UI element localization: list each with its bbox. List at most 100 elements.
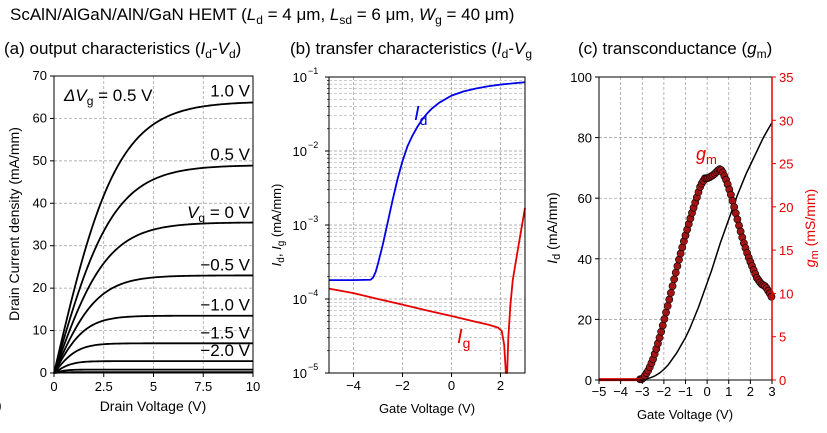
- panel-b: −4 −2 0 2 10−510−410−310−210−1 Gate Voltage…: [269, 66, 526, 416]
- panel-a: 0 2.5 5 7.5 10 0 10 20 30 40 50 60 70 Drain Voltage…: [6, 68, 260, 414]
- output-curve: [53, 342, 253, 374]
- curve-label: 0.5 V: [210, 145, 250, 164]
- gm-marker: [667, 288, 675, 297]
- tick-label-y-right: 15: [779, 243, 793, 258]
- tick-label-y: 10: [33, 323, 47, 338]
- panel-a-curve-labels: 1.0 V 0.5 V −0.5 V −1.0 V −1.5 V−2.0 V: [200, 81, 250, 360]
- tick-label-y-right: 5: [779, 330, 786, 345]
- panel-b-ylabel: Id, Ig (mA/mm): [269, 184, 287, 267]
- panel-a-ylabel: Drain Current density (mA/mm): [6, 127, 22, 321]
- panel-b-title: (b) transfer characteristics (Id-Vg: [290, 39, 532, 61]
- tick-label-x: −2: [395, 378, 410, 393]
- panel-a-title: (a) output characteristics (Id-Vd): [4, 39, 241, 61]
- panel-c-right-ylabel: gm (mS/mm): [802, 189, 821, 267]
- output-curve: [53, 360, 253, 374]
- tick-label-y: 10: [293, 292, 307, 307]
- curve-label: −2.0 V: [200, 341, 250, 360]
- panel-b-yticks: 10−510−410−310−210−1: [293, 66, 329, 381]
- output-curve: [53, 371, 253, 374]
- gm-marker: [658, 321, 667, 330]
- gm-marker: [668, 282, 677, 290]
- panel-c-left-ylabel: Id (mA/mm): [544, 192, 563, 263]
- tick-label-y-left: 40: [578, 252, 592, 267]
- gm-marker: [663, 302, 672, 310]
- tick-label-x: −1: [678, 384, 693, 399]
- panel-c-xticks: −5 −4 −3 −2 −1 0 1 2 3: [592, 380, 776, 399]
- tick-label-x: 2.5: [95, 379, 113, 394]
- tick-label-x: 2: [747, 384, 754, 399]
- tick-label-x: 3: [768, 384, 775, 399]
- tick-label-x: 7.5: [194, 379, 212, 394]
- output-curve: [53, 368, 253, 374]
- tick-label-x: 1: [725, 384, 732, 399]
- output-curve: [53, 221, 254, 374]
- panel-c-xlabel: Gate Voltage (V): [637, 407, 733, 422]
- tick-label-x: −2: [656, 384, 671, 399]
- id-curve: [599, 122, 773, 381]
- tick-label-y-exponent: −2: [308, 140, 318, 150]
- panel-b-ig-label: Ig: [457, 326, 470, 351]
- tick-label-x: 5: [150, 379, 157, 394]
- gm-marker: [660, 315, 669, 323]
- tick-label-y-exponent: −4: [308, 288, 318, 298]
- curve-label: −1.0 V: [200, 296, 250, 315]
- tick-label-x: −5: [592, 384, 607, 399]
- panel-a-xlabel: Drain Voltage (V): [100, 398, 207, 414]
- tick-label-y: 30: [33, 238, 47, 253]
- tick-label-y-left: 20: [578, 312, 592, 327]
- curve-label: 1.0 V: [210, 81, 250, 100]
- panel-a-delta-annotation: ΔVg = 0.5 V: [63, 86, 153, 108]
- tick-label-y: 70: [33, 68, 47, 83]
- tick-label-y-left: 60: [578, 191, 592, 206]
- tick-label-x: 0: [704, 384, 711, 399]
- tick-label-y: 20: [33, 280, 47, 295]
- tick-label-y: 10: [293, 366, 307, 381]
- curve-label: −1.5 V: [200, 323, 250, 342]
- output-curve: [53, 314, 253, 374]
- output-curve: [53, 164, 254, 374]
- tick-label-x: 0: [50, 379, 57, 394]
- gm-marker: [670, 275, 679, 284]
- panel-a-vg-label: Vg = 0 V: [187, 203, 251, 225]
- tick-label-y: 10: [293, 70, 307, 85]
- figure-title: ScAlN/AlGaN/AlN/GaN HEMT (Ld = 4 μm, Lsd…: [10, 5, 514, 27]
- curve-label: −0.5 V: [200, 255, 250, 274]
- tick-label-y-exponent: −1: [308, 66, 318, 76]
- id-curve: [329, 81, 526, 282]
- tick-label-y: 40: [33, 195, 47, 210]
- tick-label-x: 10: [246, 379, 260, 394]
- tick-label-y: 50: [33, 153, 47, 168]
- panel-b-xticks: −4 −2 0 2: [346, 373, 504, 393]
- panel-b-curves: [328, 81, 526, 374]
- tick-label-y-exponent: −5: [308, 362, 318, 372]
- tick-label-y-right: 10: [779, 286, 793, 301]
- output-curve: [53, 101, 254, 374]
- gm-marker: [665, 295, 674, 304]
- gm-marker: [673, 262, 682, 271]
- panel-c-left-yticks: 0 20 40 60 80 100: [570, 70, 599, 388]
- tick-label-y-right: 20: [779, 200, 793, 215]
- tick-label-y-left: 80: [578, 131, 592, 146]
- panel-c-title: (c) transconductance (gm): [578, 39, 772, 61]
- panel-a-xticks: 0 2.5 5 7.5 10: [50, 373, 260, 394]
- tick-label-x: −4: [346, 378, 361, 393]
- panel-c-right-yticks: 0 5 10 15 20 25 30 35: [772, 70, 793, 388]
- ig-curve: [328, 207, 526, 374]
- panel-c-gm-label: gm: [696, 144, 717, 167]
- panel-a-yticks: 0 10 20 30 40 50 60 70: [33, 68, 54, 380]
- edge-fragment: ): [0, 397, 2, 413]
- tick-label-y-left: 100: [570, 70, 592, 85]
- tick-label-y-left: 0: [585, 373, 592, 388]
- tick-label-y: 0: [40, 365, 47, 380]
- tick-label-y-right: 25: [779, 157, 793, 172]
- gm-marker: [662, 308, 670, 317]
- panel-b-id-label: Id: [414, 103, 427, 128]
- output-curve: [53, 274, 253, 374]
- tick-label-y: 10: [293, 144, 307, 159]
- tick-label-x: −3: [635, 384, 650, 399]
- gm-marker: [671, 268, 680, 277]
- tick-label-x: −4: [613, 384, 628, 399]
- tick-label-y: 60: [33, 110, 47, 125]
